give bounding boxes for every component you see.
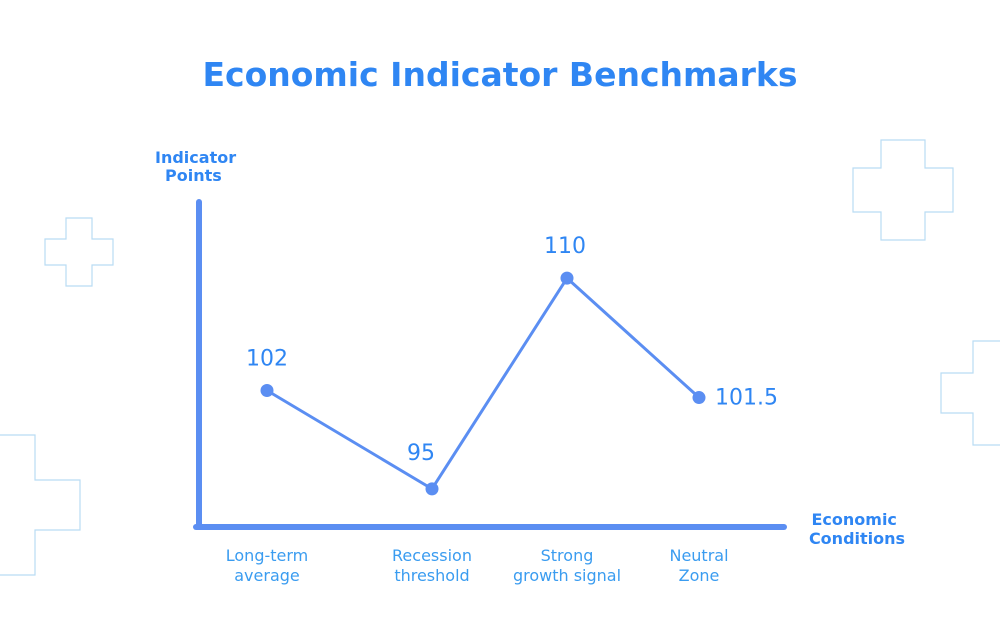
chart-title: Economic Indicator Benchmarks: [202, 55, 797, 94]
background-decoration: [0, 139, 1000, 576]
x-tick-label-line: Zone: [679, 566, 720, 585]
y-axis-title-line-1: Indicator: [155, 148, 236, 167]
x-tick-label-line: Recession: [392, 546, 472, 565]
data-point: [692, 391, 706, 405]
x-tick-label-line: growth signal: [513, 566, 621, 585]
data-label: 110: [544, 234, 586, 259]
series-line: [266, 276, 701, 491]
y-axis-title: Indicator Points: [155, 148, 242, 185]
data-label: 95: [407, 441, 435, 466]
chart-marks: 102 95 110 101.5 Long-term average Recession th…: [226, 234, 778, 585]
x-tick-label: Long-term average: [226, 546, 309, 585]
x-tick-label-line: threshold: [394, 566, 469, 585]
y-axis-title-line-2: Points: [165, 166, 222, 185]
x-axis-title: Economic Conditions: [809, 510, 905, 548]
x-tick-label-line: Neutral: [669, 546, 728, 565]
x-tick-label-line: Strong: [541, 546, 594, 565]
x-tick-label-line: average: [234, 566, 300, 585]
plus-shape-icon: [0, 434, 81, 576]
x-tick-label: Recession threshold: [392, 546, 472, 585]
x-tick-label-line: Long-term: [226, 546, 309, 565]
data-point: [425, 482, 439, 496]
data-label: 101.5: [715, 386, 778, 411]
data-point: [260, 384, 274, 398]
plus-shape-icon: [940, 340, 1000, 446]
data-label: 102: [246, 347, 288, 372]
plus-shape-icon: [852, 139, 954, 241]
x-tick-label: Neutral Zone: [669, 546, 728, 585]
data-point: [560, 271, 574, 285]
x-axis-title-line-1: Economic: [811, 510, 896, 529]
x-tick-label: Strong growth signal: [513, 546, 621, 585]
plus-shape-icon: [44, 217, 114, 287]
x-axis-title-line-2: Conditions: [809, 529, 905, 548]
